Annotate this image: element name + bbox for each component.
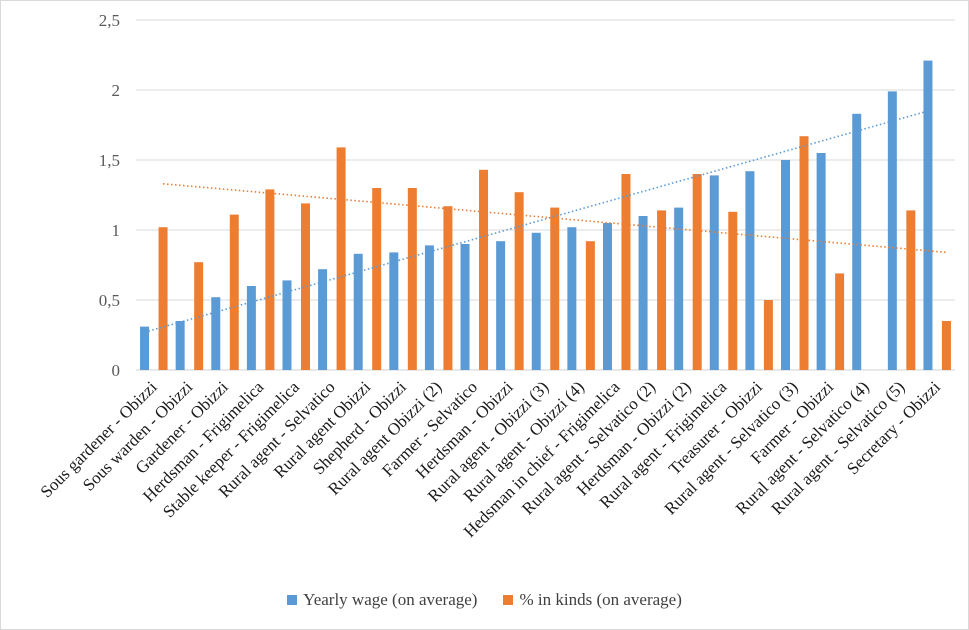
bar-yearly-wage bbox=[638, 216, 648, 370]
legend-label-percent-in-kinds: % in kinds (on average) bbox=[519, 590, 682, 609]
bar-percent-in-kinds bbox=[372, 188, 382, 370]
bar-percent-in-kinds bbox=[692, 174, 702, 370]
bar-yearly-wage bbox=[140, 326, 150, 370]
bar-percent-in-kinds bbox=[585, 241, 595, 370]
bar-yearly-wage bbox=[852, 113, 862, 371]
bar-percent-in-kinds bbox=[906, 210, 916, 370]
gridlines bbox=[136, 19, 955, 371]
bar-percent-in-kinds bbox=[336, 147, 346, 370]
bar-percent-in-kinds bbox=[763, 300, 773, 370]
bar-yearly-wage bbox=[211, 297, 221, 370]
bar-percent-in-kinds bbox=[479, 169, 489, 370]
legend-swatch-percent-in-kinds bbox=[503, 595, 514, 605]
bar-percent-in-kinds bbox=[407, 188, 417, 370]
bar-percent-in-kinds bbox=[941, 321, 951, 370]
bar-yearly-wage bbox=[318, 269, 328, 370]
bar-yearly-wage bbox=[246, 286, 256, 370]
bar-yearly-wage bbox=[709, 175, 719, 370]
bar-percent-in-kinds bbox=[443, 206, 453, 370]
bar-yearly-wage bbox=[674, 207, 684, 370]
bar-percent-in-kinds bbox=[799, 136, 809, 370]
bar-yearly-wage bbox=[460, 244, 470, 370]
bar-percent-in-kinds bbox=[835, 273, 845, 370]
legend-label-yearly-wage: Yearly wage (on average) bbox=[303, 590, 478, 609]
trendline-percent-in-kinds bbox=[162, 183, 947, 254]
trendlines bbox=[144, 110, 947, 333]
bar-percent-in-kinds bbox=[550, 207, 560, 370]
bar-percent-in-kinds bbox=[621, 174, 631, 370]
bar-percent-in-kinds bbox=[514, 192, 524, 370]
bar-percent-in-kinds bbox=[265, 189, 275, 370]
y-axis-ticks: 0 0,5 1 1,5 2 2,5 bbox=[99, 11, 120, 380]
bar-yearly-wage bbox=[389, 252, 399, 370]
bar-yearly-wage bbox=[816, 153, 826, 370]
bar-yearly-wage bbox=[887, 91, 897, 371]
bar-yearly-wage bbox=[781, 160, 791, 370]
chart-legend: Yearly wage (on average) % in kinds (on … bbox=[0, 590, 969, 610]
bar-yearly-wage bbox=[602, 223, 612, 370]
bars bbox=[140, 60, 951, 371]
y-tick-label: 0,5 bbox=[99, 291, 120, 310]
bar-percent-in-kinds bbox=[657, 210, 667, 370]
y-tick-label: 2 bbox=[112, 81, 121, 100]
legend-swatch-yearly-wage bbox=[287, 595, 298, 605]
bar-yearly-wage bbox=[496, 241, 506, 370]
bar-percent-in-kinds bbox=[229, 214, 239, 370]
bar-yearly-wage bbox=[567, 227, 577, 370]
legend-item-yearly-wage: Yearly wage (on average) bbox=[287, 590, 477, 610]
bar-yearly-wage bbox=[353, 253, 363, 370]
bar-yearly-wage bbox=[531, 232, 541, 370]
y-tick-label: 0 bbox=[112, 361, 121, 380]
bar-percent-in-kinds bbox=[300, 203, 310, 370]
bar-percent-in-kinds bbox=[728, 211, 738, 370]
bar-yearly-wage bbox=[282, 280, 292, 370]
y-tick-label: 1 bbox=[112, 221, 121, 240]
y-tick-label: 2,5 bbox=[99, 11, 120, 30]
bar-yearly-wage bbox=[923, 60, 933, 370]
y-tick-label: 1,5 bbox=[99, 151, 120, 170]
bar-yearly-wage bbox=[745, 171, 755, 370]
bar-yearly-wage bbox=[424, 245, 434, 370]
legend-item-percent-in-kinds: % in kinds (on average) bbox=[503, 590, 682, 610]
bar-yearly-wage bbox=[175, 321, 185, 370]
bar-percent-in-kinds bbox=[158, 227, 168, 370]
